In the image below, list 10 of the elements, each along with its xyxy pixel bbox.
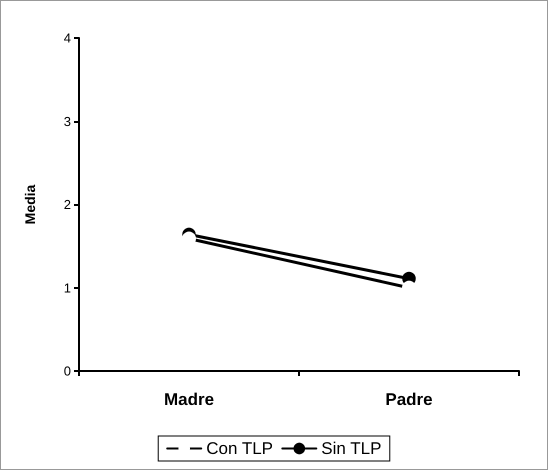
y-tick-label: 3 bbox=[64, 114, 71, 129]
y-axis-title: Media bbox=[22, 184, 38, 224]
x-tick-label: Madre bbox=[164, 390, 214, 409]
legend-label: Sin TLP bbox=[321, 439, 382, 458]
y-tick-label: 2 bbox=[64, 197, 71, 212]
y-tick-label: 4 bbox=[64, 30, 71, 46]
legend-label: Con TLP bbox=[206, 439, 273, 458]
y-tick-label: 0 bbox=[64, 364, 71, 378]
y-tick-label: 1 bbox=[64, 280, 71, 296]
x-tick-label: Padre bbox=[385, 390, 433, 409]
